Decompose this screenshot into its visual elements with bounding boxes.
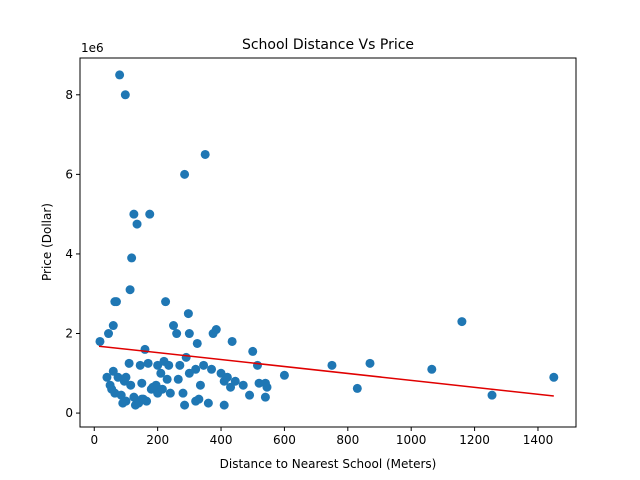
x-tick-label: 1200 [459,433,490,447]
scatter-point-75 [165,388,175,398]
scatter-point-49 [173,374,183,384]
x-axis-label: Distance to Nearest School (Meters) [220,457,437,471]
y-tick-label: 0 [65,406,73,420]
scatter-point-51 [191,364,201,374]
scatter-point-6 [132,219,142,229]
scatter-point-36 [164,360,174,370]
x-tick-label: 800 [336,433,359,447]
scatter-point-88 [195,380,205,390]
scatter-point-39 [143,358,153,368]
scatter-point-2 [200,149,210,159]
plot-area [95,70,559,410]
scatter-point-12 [183,309,193,319]
scatter-point-89 [222,372,232,382]
y-axis-label: Price (Dollar) [40,203,54,281]
scatter-point-90 [107,384,117,394]
scatter-point-31 [327,360,337,370]
axes-frame [79,57,577,428]
scatter-point-24 [140,344,150,354]
y-tick-label: 6 [65,167,73,181]
scatter-point-3 [180,169,190,179]
scatter-point-86 [138,394,148,404]
scatter-point-21 [95,336,105,346]
scatter-point-60 [279,370,289,380]
y-tick-label: 8 [65,88,73,102]
scatter-point-72 [137,378,147,388]
scatter-point-16 [104,329,114,339]
scatter-point-28 [199,360,209,370]
scatter-point-20 [211,325,221,335]
scatter-point-1 [120,90,130,100]
scatter-point-81 [219,400,229,410]
x-tick-label: 200 [146,433,169,447]
scatter-point-55 [230,376,240,386]
scatter-point-87 [148,382,158,392]
scatter-point-22 [192,338,202,348]
scatter-point-14 [169,321,178,331]
scatter-point-77 [180,400,190,410]
x-tick-label: 0 [90,433,98,447]
scatter-point-32 [365,358,375,368]
x-tick-label: 400 [210,433,233,447]
scatter-point-56 [238,380,248,390]
scatter-point-30 [252,360,262,370]
scatter-point-26 [181,352,191,362]
scatter-point-18 [184,329,194,339]
x-tick-label: 1400 [523,433,554,447]
scatter-point-44 [121,372,131,382]
y-axis: 0 2 4 6 8 [65,88,80,420]
scatter-point-7 [127,253,137,263]
scatter-point-8 [125,285,135,295]
scatter-point-15 [457,317,467,327]
scatter-point-10 [110,297,120,307]
scatter-point-27 [175,360,185,370]
x-tick-label: 600 [273,433,296,447]
scatter-point-48 [162,374,172,384]
scatter-point-59 [262,382,272,392]
scatter-point-0 [115,70,125,80]
scatter-point-80 [203,398,213,408]
scatter-point-57 [254,378,264,388]
scatter-point-63 [487,390,497,400]
scatter-point-38 [135,360,145,370]
scatter-point-83 [260,392,270,402]
scatter-point-82 [245,390,255,400]
y-tick-label: 4 [65,247,73,261]
scatter-point-5 [145,209,155,219]
scatter-point-76 [178,388,188,398]
trend-line [98,345,554,397]
scatter-point-46 [126,380,136,390]
scatter-point-47 [156,368,166,378]
scatter-point-62 [549,372,559,382]
scatter-point-74 [157,384,167,394]
scatter-point-33 [427,364,437,374]
scatter-point-61 [352,383,362,393]
scatter-point-37 [124,358,134,368]
scatter-point-11 [161,297,171,307]
chart-title: School Distance Vs Price [242,37,414,53]
scatter-point-4 [129,209,139,219]
y-offset-label: 1e6 [81,41,104,55]
scatter-point-41 [102,372,112,382]
scatter-point-23 [227,336,237,346]
scatter-point-13 [108,321,118,331]
scatter-point-91 [118,398,128,408]
x-tick-label: 1000 [396,433,427,447]
x-axis: 0 200 400 600 800 1000 1200 1400 [90,427,553,447]
scatter-point-29 [207,364,217,374]
scatter-point-79 [191,396,201,406]
scatter-point-25 [248,346,258,356]
y-tick-label: 2 [65,327,73,341]
scatter-point-17 [172,329,182,339]
